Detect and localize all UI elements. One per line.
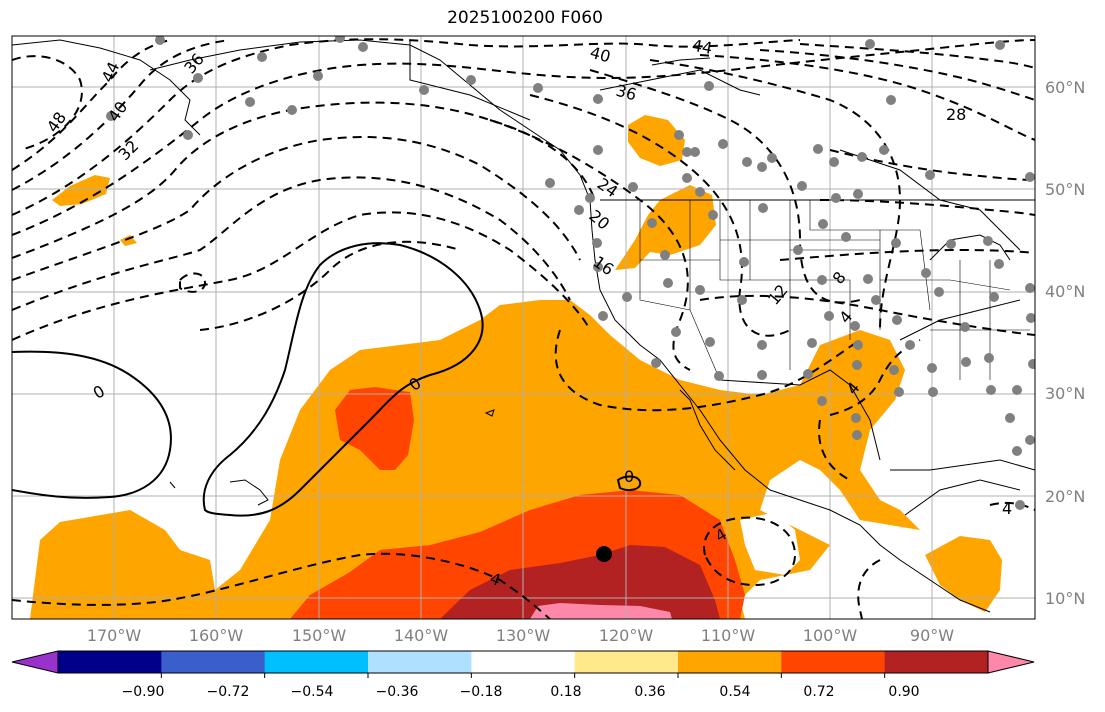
lon-label: 90°W (909, 626, 955, 645)
colorbar-tick-label: 0.36 (634, 684, 666, 700)
shading-holes (740, 512, 915, 595)
colorbar-tick-label: −0.54 (290, 684, 334, 700)
contour-label: 36 (614, 81, 639, 105)
contour-label: 44 (691, 36, 714, 58)
contour-label: 44 (98, 59, 124, 85)
colorbar-segment (368, 651, 472, 673)
orange-region-bc (628, 115, 685, 166)
contour-label: 36 (180, 50, 208, 78)
colorbar-tick-label: 0.54 (719, 684, 751, 700)
lon-label: 160°W (188, 626, 244, 645)
colorbar-tick-label: −0.72 (206, 684, 250, 700)
lat-label: 40°N (1045, 282, 1086, 301)
highlight-point (596, 546, 612, 562)
state-borders (639, 200, 1030, 381)
lon-label: 150°W (291, 626, 347, 645)
colorbar-segment (884, 651, 989, 673)
colorbar-tick-label: −0.36 (375, 684, 419, 700)
contour-label: 24 (594, 174, 622, 201)
lat-label: 50°N (1045, 180, 1086, 199)
lon-label: 100°W (802, 626, 858, 645)
lat-label: 20°N (1045, 487, 1086, 506)
lon-label: 110°W (700, 626, 756, 645)
colorbar-segment (471, 651, 576, 673)
colorbar-segment (678, 651, 782, 673)
colorbar-segment (58, 651, 162, 673)
colorbar-tick-label: 0.72 (803, 684, 835, 700)
orange-region-aleutian (52, 175, 110, 206)
colorbar-segment (161, 651, 266, 673)
contour-label: 4 (1002, 499, 1012, 518)
lat-label: 30°N (1045, 384, 1086, 403)
contours-solid (12, 242, 642, 517)
contour-label: 40 (588, 43, 613, 67)
red-orange-region-north (335, 387, 414, 470)
orange-region-small (120, 235, 137, 246)
colorbar-tick-label: 0.18 (550, 684, 582, 700)
colorbar-tick-label: −0.90 (121, 684, 165, 700)
colorbar-max-extension (987, 650, 1035, 674)
contour-label: 0 (90, 381, 108, 403)
contour-label: 0 (624, 467, 634, 486)
station-markers (106, 36, 1035, 510)
colorbar-segment (781, 651, 886, 673)
dark-red-region (440, 545, 720, 619)
lat-label: 60°N (1045, 78, 1086, 97)
colorbar-tick-label: −0.18 (459, 684, 503, 700)
contour-labels: 48 44 40 36 32 40 44 36 28 24 20 16 12 8… (43, 36, 1012, 590)
contour-label: 40 (104, 98, 131, 126)
map-title: 2025100200 F060 (447, 8, 603, 28)
lon-label: 170°W (86, 626, 142, 645)
colorbar (11, 650, 1035, 678)
contour-label: 12 (764, 281, 792, 309)
colorbar-frame (57, 650, 989, 674)
colorbar-segment (264, 651, 369, 673)
contour-label: 16 (590, 252, 618, 279)
colorbar-min-extension (11, 650, 59, 674)
colorbar-tick-label: 0.90 (888, 684, 920, 700)
lon-label: 140°W (393, 626, 449, 645)
lat-label: 10°N (1045, 589, 1086, 608)
pink-region (530, 603, 672, 619)
contours-dashed (12, 38, 1035, 619)
contour-label: 48 (43, 108, 70, 136)
lon-label: 120°W (598, 626, 654, 645)
contour-label: 28 (946, 105, 966, 124)
map-frame (11, 35, 1036, 620)
lon-label: 130°W (495, 626, 551, 645)
contour-label: 8 (829, 268, 850, 288)
coastlines (12, 39, 1035, 613)
orange-region-central-america (925, 536, 1002, 612)
contour-label: 32 (115, 136, 143, 164)
colorbar-segment (574, 651, 679, 673)
contour-label: 20 (585, 206, 613, 234)
